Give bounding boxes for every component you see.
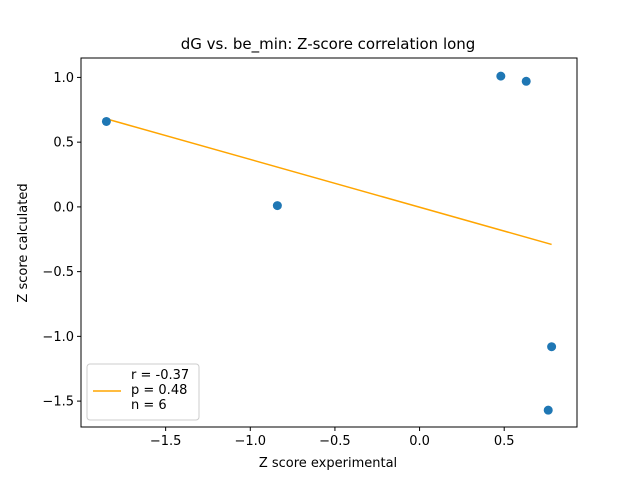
plot-area (101, 71, 557, 415)
y-axis-label: Z score calculated (16, 183, 31, 302)
data-point (543, 405, 553, 415)
legend-label: r = -0.37 (131, 368, 189, 383)
x-axis-label: Z score experimental (259, 456, 397, 471)
legend-box (86, 363, 200, 421)
x-tick-label: −1.0 (234, 434, 266, 449)
data-point (521, 76, 531, 86)
x-tick-label: −1.5 (150, 434, 182, 449)
legend-label: p = 0.48 (131, 383, 187, 398)
data-point (547, 342, 557, 352)
y-axis: −1.5 −1.0 −0.5 0.0 0.5 1.0 (42, 71, 81, 410)
y-tick-label: −1.5 (42, 395, 74, 410)
data-point (272, 201, 282, 211)
data-point (101, 116, 111, 126)
legend-label: n = 6 (131, 398, 167, 413)
x-axis: −1.5 −1.0 −0.5 0.0 0.5 (150, 427, 515, 449)
x-tick-label: 0.5 (494, 434, 515, 449)
chart-title: dG vs. be_min: Z-score correlation long (181, 35, 476, 54)
legend: r = -0.37p = 0.48n = 6 (86, 363, 200, 421)
axes-frame (80, 57, 578, 428)
y-tick-label: 0.0 (53, 200, 74, 215)
y-tick-label: 1.0 (53, 71, 74, 86)
y-tick-label: −0.5 (42, 265, 74, 280)
x-tick-label: 0.0 (409, 434, 430, 449)
x-tick-label: −0.5 (319, 434, 351, 449)
data-point (496, 71, 506, 81)
y-tick-label: 0.5 (53, 136, 74, 151)
fit-line (106, 118, 552, 246)
y-tick-label: −1.0 (42, 330, 74, 345)
